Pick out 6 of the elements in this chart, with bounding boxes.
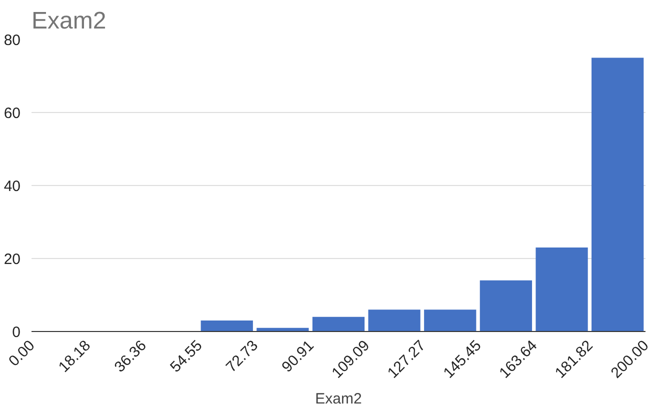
x-axis-title: Exam2 [315,390,362,408]
y-tick-label: 20 [4,251,21,268]
chart-title: Exam2 [32,8,106,34]
y-tick-label: 60 [4,105,21,122]
y-tick-label: 80 [4,32,21,49]
y-tick-label: 40 [4,178,21,195]
